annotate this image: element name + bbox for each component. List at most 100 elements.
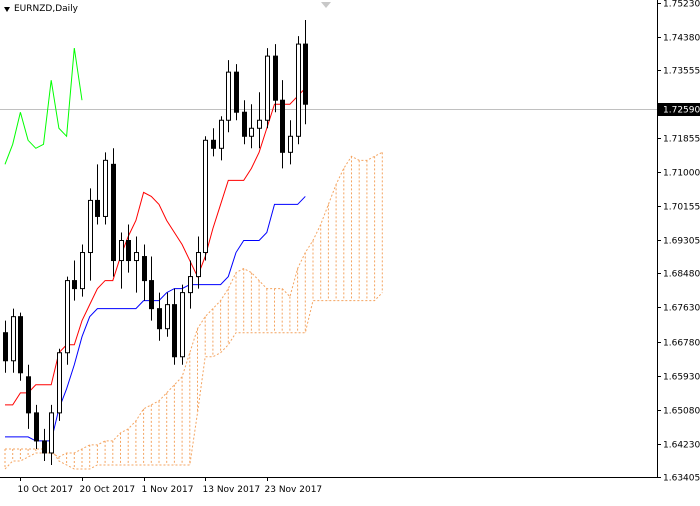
- tenkan-sen-line: [5, 87, 306, 406]
- candle: [111, 148, 116, 277]
- candle: [249, 104, 254, 149]
- candle-body-bear: [157, 308, 162, 330]
- candle-body-bull: [88, 199, 93, 254]
- candle: [265, 48, 270, 129]
- candle-body-bull: [203, 139, 208, 254]
- y-tick-label: 1.68480: [663, 270, 700, 280]
- y-tick-label: 1.63405: [663, 474, 700, 484]
- candle: [3, 320, 8, 373]
- candle-body-bear: [149, 280, 154, 310]
- current-price-badge: 1.72590: [658, 103, 700, 116]
- candle: [103, 152, 108, 225]
- candle-body-bear: [111, 163, 116, 262]
- candle: [57, 348, 62, 421]
- y-tick-label: 1.70155: [663, 203, 700, 213]
- candle: [26, 364, 31, 429]
- x-tick-label: 13 Nov 2017: [203, 485, 261, 495]
- kijun-sen-line: [5, 196, 306, 442]
- candle-body-bull: [103, 159, 108, 217]
- candle-body-bull: [134, 252, 139, 262]
- candle-body-bull: [226, 71, 231, 121]
- candle: [11, 308, 16, 373]
- candle: [226, 60, 231, 133]
- candle-body-bull: [249, 127, 254, 137]
- candle: [273, 44, 278, 113]
- candle-body-bull: [188, 276, 193, 294]
- candle-body-bear: [3, 332, 8, 362]
- chikou-span-line: [4, 48, 83, 165]
- y-tick-label: 1.73555: [663, 67, 700, 77]
- senkou-span-a-line: [4, 151, 383, 470]
- candle-body-bull: [49, 412, 54, 454]
- price-badge-bg: [658, 103, 700, 116]
- candle: [196, 236, 201, 289]
- candle-body-bear: [234, 71, 239, 113]
- y-tick-label: 1.71000: [663, 169, 700, 179]
- candle: [296, 36, 301, 145]
- chart-menu-arrow-icon[interactable]: [4, 7, 10, 12]
- candle-body-bear: [42, 440, 47, 454]
- candle: [165, 292, 170, 337]
- candle: [211, 128, 216, 157]
- y-tick-label: 1.67630: [663, 304, 700, 314]
- candle: [234, 64, 239, 121]
- x-tick-label: 23 Nov 2017: [265, 485, 323, 495]
- y-tick-label: 1.65080: [663, 407, 700, 417]
- candle-body-bear: [242, 111, 247, 137]
- candle: [18, 312, 23, 381]
- candle: [172, 288, 177, 365]
- candlesticks: [3, 20, 308, 465]
- candle-body-bull: [65, 280, 70, 354]
- candle: [157, 292, 162, 341]
- candle: [280, 80, 285, 169]
- candle: [242, 100, 247, 145]
- candle-body-bear: [95, 199, 100, 217]
- y-tick-label: 1.66780: [663, 339, 700, 349]
- candle: [134, 236, 139, 293]
- candle: [180, 284, 185, 365]
- y-tick-label: 1.69305: [663, 237, 700, 247]
- candle-body-bull: [296, 43, 301, 137]
- candle-body-bear: [34, 412, 39, 442]
- candle-body-bear: [280, 99, 285, 153]
- candle-body-bull: [180, 292, 185, 358]
- candle-body-bear: [211, 139, 216, 149]
- candle-body-bear: [142, 256, 147, 282]
- candle: [203, 136, 208, 261]
- candle: [88, 188, 93, 281]
- candle: [188, 260, 193, 309]
- x-tick-label: 20 Oct 2017: [80, 485, 136, 495]
- candle-body-bull: [219, 119, 224, 149]
- candle: [42, 428, 47, 461]
- candle: [126, 224, 131, 273]
- candle: [80, 244, 85, 297]
- candle: [34, 404, 39, 449]
- y-tick-label: 1.71855: [663, 135, 700, 145]
- chart-shift-marker-icon[interactable]: [321, 2, 331, 8]
- candle-body-bull: [119, 240, 124, 262]
- candle: [219, 116, 224, 161]
- ichimoku-cloud: [4, 151, 383, 470]
- candle: [142, 244, 147, 301]
- candle-body-bull: [196, 252, 201, 278]
- candle-body-bear: [26, 376, 31, 414]
- symbol-timeframe-label: EURNZD,Daily: [14, 4, 78, 14]
- candle: [95, 164, 100, 225]
- candle-body-bull: [265, 55, 270, 121]
- price-axis-labels: 1.75230 1.74380 1.73555 1.72590 1.71855 1.710…: [657, 0, 700, 484]
- candle-body-bull: [11, 316, 16, 362]
- candle-body-bear: [72, 280, 77, 290]
- x-tick-label: 1 Nov 2017: [142, 485, 194, 495]
- indicator-lines: [4, 48, 306, 442]
- candle-body-bear: [172, 304, 177, 358]
- candle-body-bull: [57, 352, 62, 414]
- candle: [303, 20, 308, 125]
- axes: [0, 0, 658, 478]
- candle: [49, 404, 54, 465]
- candle: [72, 260, 77, 301]
- candle-body-bull: [257, 119, 262, 129]
- y-tick-label: 1.75230: [663, 0, 700, 10]
- candle: [257, 92, 262, 149]
